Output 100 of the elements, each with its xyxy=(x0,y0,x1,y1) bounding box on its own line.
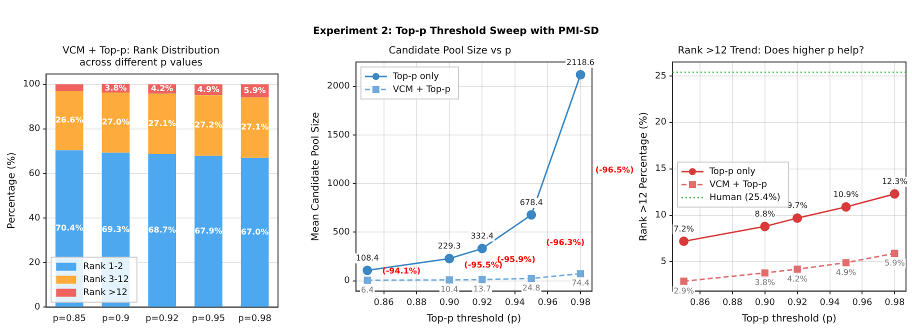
data-label: 3.8% xyxy=(104,83,127,92)
legend-label: VCM + Top-p xyxy=(392,84,451,95)
x-tick-label: 0.88 xyxy=(406,298,427,308)
y-tick-label: 0 xyxy=(344,276,350,286)
point xyxy=(792,213,802,223)
x-tick-label: 0.94 xyxy=(504,298,526,308)
y-tick-label: 20 xyxy=(28,258,40,268)
y-tick-label: 15 xyxy=(655,164,666,174)
y-tick-label: 40 xyxy=(28,213,40,224)
x-tick-label: 0.90 xyxy=(439,298,460,308)
legend-label: Top-p only xyxy=(392,72,440,82)
x-tick-label: 0.88 xyxy=(722,298,743,308)
point xyxy=(890,189,900,199)
bar xyxy=(148,94,176,154)
x-tick-label: p=0.92 xyxy=(145,314,179,324)
point xyxy=(446,276,453,284)
y-axis-title: Mean Candidate Pool Size xyxy=(310,112,322,242)
x-axis-title: Top-p threshold (p) xyxy=(426,314,522,325)
data-label: 67.9% xyxy=(194,226,222,236)
data-label: 6.4 xyxy=(361,285,374,294)
point xyxy=(364,276,371,284)
point xyxy=(576,70,586,80)
data-label: 12.3% xyxy=(882,177,908,186)
point xyxy=(841,202,851,212)
x-tick-label: 0.86 xyxy=(690,298,710,308)
legend-label: Rank >12 xyxy=(83,288,128,298)
point xyxy=(680,278,688,285)
y-tick-label: 500 xyxy=(332,228,350,238)
data-label: 7.2% xyxy=(674,224,694,234)
y-tick-label: 20 xyxy=(655,118,667,128)
text: Experiment 2: Top-p Threshold Sweep with PMI-SD xyxy=(312,26,600,37)
data-label: 26.6% xyxy=(55,116,84,125)
x-tick-label: 0.98 xyxy=(884,298,905,308)
data-label: 13.7 xyxy=(473,284,492,294)
data-label: 24.8 xyxy=(522,284,540,293)
data-label: 4.2% xyxy=(787,274,808,284)
point xyxy=(526,210,536,220)
x-tick-label: p=0.85 xyxy=(52,314,86,324)
x-tick-label: 0.90 xyxy=(754,298,776,308)
data-label: 4.2% xyxy=(150,84,174,94)
y-tick-label: 1000 xyxy=(327,178,350,189)
annotation: (-94.1%) xyxy=(382,266,421,276)
bar xyxy=(55,84,84,91)
annotation: (-96.3%) xyxy=(546,238,585,247)
data-label: 10.9% xyxy=(833,190,860,200)
data-label: 5.9% xyxy=(244,86,266,95)
annotation: (-95.5%) xyxy=(464,260,503,270)
point xyxy=(842,259,850,266)
data-label: 27.1% xyxy=(148,118,176,128)
point xyxy=(679,236,689,246)
chart-title: Candidate Pool Size vs p xyxy=(388,46,512,57)
point xyxy=(891,250,898,257)
point xyxy=(760,222,770,232)
x-tick-label: 0.94 xyxy=(820,298,840,308)
legend-label: Rank 3-12 xyxy=(83,275,129,286)
data-label: 2.9% xyxy=(674,286,694,296)
y-axis-title: Rank >12 Percentage (%) xyxy=(638,112,650,242)
point xyxy=(576,270,584,278)
legend-label: VCM + Top-p xyxy=(709,180,768,190)
point xyxy=(362,266,372,276)
point xyxy=(528,274,535,282)
y-tick-label: 1500 xyxy=(327,130,350,140)
data-label: 108.4 xyxy=(356,253,379,262)
bar xyxy=(102,92,130,153)
bar xyxy=(194,156,222,307)
point xyxy=(477,244,487,254)
y-tick-label: 100 xyxy=(22,80,40,90)
data-label: 68.7% xyxy=(148,225,176,234)
data-label: 4.9% xyxy=(197,84,220,94)
x-tick-label: p=0.95 xyxy=(192,314,226,324)
y-tick-label: 5 xyxy=(660,257,666,268)
data-label: 69.3% xyxy=(102,224,130,234)
chart-title: VCM + Top-p: Rank Distribution across different p values xyxy=(62,46,220,69)
x-tick-label: 0.96 xyxy=(538,298,558,308)
x-tick-label: p=0.98 xyxy=(238,314,272,324)
data-label: 678.4 xyxy=(520,198,543,207)
legend-label: Top-p only xyxy=(708,166,756,177)
y-tick-label: 25 xyxy=(655,71,666,82)
data-label: 74.4 xyxy=(572,278,590,288)
text: (-96.5%) xyxy=(595,165,634,174)
y-tick-label: 60 xyxy=(28,168,40,179)
chart-title: Rank >12 Trend: Does higher p help? xyxy=(678,46,864,57)
y-tick-label: 2000 xyxy=(327,82,350,92)
bar xyxy=(240,158,269,307)
y-axis-title: Percentage (%) xyxy=(6,152,18,229)
data-label: 10.4 xyxy=(440,284,458,294)
data-label: 27.0% xyxy=(102,118,130,127)
x-tick-label: 0.92 xyxy=(472,298,492,308)
data-label: 3.8% xyxy=(754,278,776,287)
x-tick-label: 0.92 xyxy=(787,298,808,308)
data-label: 67.0% xyxy=(240,227,269,236)
data-label: 229.3 xyxy=(438,242,461,251)
data-label: 5.9% xyxy=(884,258,906,268)
point xyxy=(478,276,486,284)
point xyxy=(444,254,454,264)
data-label: 70.4% xyxy=(55,224,84,233)
x-tick-label: p=0.9 xyxy=(102,314,130,324)
data-label: 332.4 xyxy=(470,232,494,241)
legend-label: Rank 1-2 xyxy=(83,262,124,272)
bar xyxy=(194,95,222,156)
